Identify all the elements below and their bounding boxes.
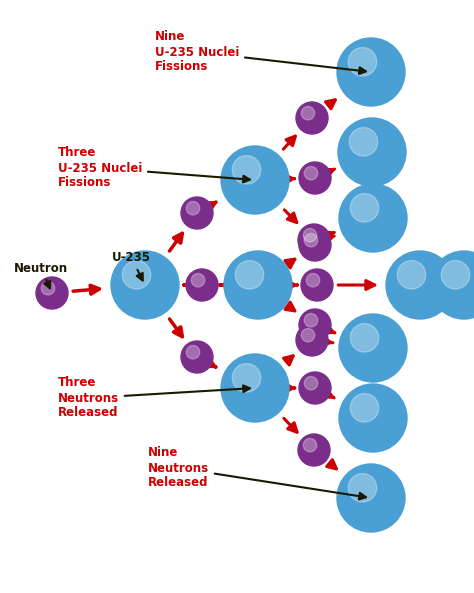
Ellipse shape — [299, 162, 331, 194]
Ellipse shape — [298, 224, 330, 256]
Text: U-235: U-235 — [112, 251, 151, 280]
Text: Three
Neutrons
Released: Three Neutrons Released — [58, 377, 250, 419]
Ellipse shape — [386, 251, 454, 319]
Ellipse shape — [181, 197, 213, 229]
Ellipse shape — [350, 324, 379, 352]
Ellipse shape — [296, 102, 328, 134]
Ellipse shape — [304, 234, 318, 247]
Ellipse shape — [296, 324, 328, 356]
Ellipse shape — [348, 474, 377, 502]
Ellipse shape — [111, 251, 179, 319]
Ellipse shape — [186, 269, 218, 301]
Text: Nine
Neutrons
Released: Nine Neutrons Released — [148, 447, 366, 499]
Ellipse shape — [303, 438, 317, 452]
Ellipse shape — [304, 314, 318, 327]
Ellipse shape — [303, 228, 317, 242]
Ellipse shape — [304, 167, 318, 180]
Ellipse shape — [181, 341, 213, 373]
Ellipse shape — [299, 309, 331, 341]
Ellipse shape — [441, 260, 470, 289]
Ellipse shape — [298, 434, 330, 466]
Ellipse shape — [301, 107, 315, 120]
Ellipse shape — [41, 282, 55, 295]
Ellipse shape — [224, 251, 292, 319]
Ellipse shape — [350, 394, 379, 422]
Ellipse shape — [306, 273, 320, 287]
Ellipse shape — [299, 372, 331, 404]
Text: Neutron: Neutron — [14, 262, 68, 288]
Ellipse shape — [191, 273, 205, 287]
Ellipse shape — [397, 260, 426, 289]
Ellipse shape — [337, 38, 405, 106]
Ellipse shape — [349, 127, 378, 156]
Text: Nine
U-235 Nuclei
Fissions: Nine U-235 Nuclei Fissions — [155, 30, 366, 74]
Ellipse shape — [430, 251, 474, 319]
Ellipse shape — [221, 146, 289, 214]
Ellipse shape — [301, 329, 315, 342]
Ellipse shape — [304, 377, 318, 390]
Ellipse shape — [36, 277, 68, 309]
Ellipse shape — [221, 354, 289, 422]
Ellipse shape — [232, 155, 261, 184]
Ellipse shape — [348, 47, 377, 76]
Ellipse shape — [350, 193, 379, 222]
Ellipse shape — [186, 202, 200, 215]
Ellipse shape — [339, 184, 407, 252]
Text: Three
U-235 Nuclei
Fissions: Three U-235 Nuclei Fissions — [58, 146, 250, 190]
Ellipse shape — [301, 269, 333, 301]
Ellipse shape — [122, 260, 151, 289]
Ellipse shape — [232, 364, 261, 392]
Ellipse shape — [235, 260, 264, 289]
Ellipse shape — [337, 464, 405, 532]
Ellipse shape — [339, 384, 407, 452]
Ellipse shape — [186, 346, 200, 359]
Ellipse shape — [339, 314, 407, 382]
Ellipse shape — [299, 229, 331, 261]
Ellipse shape — [338, 118, 406, 186]
